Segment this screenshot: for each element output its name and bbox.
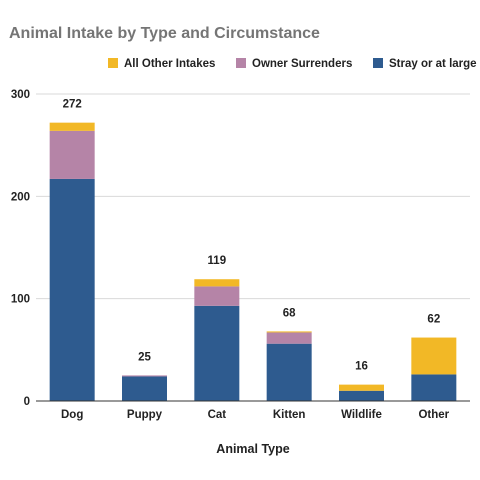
bar-segment	[194, 305, 240, 401]
x-tick-label: Cat	[208, 409, 227, 421]
legend-label: All Other Intakes	[124, 58, 215, 70]
x-axis-title: Animal Type	[216, 442, 289, 456]
bar-segment	[339, 384, 384, 391]
bar-segment	[122, 376, 167, 401]
bar-segment	[49, 122, 95, 131]
total-label: 25	[138, 351, 151, 363]
bar-segment	[339, 390, 384, 401]
bar-segment	[49, 178, 95, 401]
legend-label: Stray or at large	[389, 58, 477, 70]
legend: All Other Intakes Owner Surrenders Stray o…	[108, 58, 477, 70]
total-labels: 272 25 119 68 16 62	[63, 99, 441, 373]
bar-segment	[266, 343, 312, 401]
total-label: 62	[427, 314, 440, 326]
bar-segment	[266, 331, 312, 333]
legend-swatch	[373, 58, 383, 68]
x-tick-label: Kitten	[273, 409, 306, 421]
chart-title: Animal Intake by Type and Circumstance	[9, 25, 320, 42]
x-tick-label: Other	[418, 409, 449, 421]
bar-segment	[49, 130, 95, 179]
x-axis-ticks: Dog Puppy Cat Kitten Wildlife Other	[61, 409, 450, 421]
total-label: 272	[63, 99, 82, 111]
x-tick-label: Puppy	[127, 409, 163, 421]
y-tick-label: 0	[24, 396, 30, 408]
legend-swatch	[236, 58, 246, 68]
bar-segment	[266, 332, 312, 344]
legend-item: All Other Intakes	[108, 58, 215, 70]
total-label: 68	[283, 307, 296, 319]
total-label: 119	[208, 255, 227, 267]
bar-segment	[194, 286, 240, 306]
bar-segment	[194, 279, 240, 287]
legend-swatch	[108, 58, 118, 68]
legend-item: Stray or at large	[373, 58, 477, 70]
total-label: 16	[355, 361, 368, 373]
bar-segment	[411, 374, 457, 401]
legend-label: Owner Surrenders	[252, 58, 352, 70]
bar-segment	[122, 375, 167, 377]
y-tick-label: 300	[11, 89, 30, 101]
x-tick-label: Dog	[61, 409, 83, 421]
gridlines	[36, 93, 470, 300]
y-tick-label: 200	[11, 191, 30, 203]
legend-item: Owner Surrenders	[236, 58, 352, 70]
bar-segment	[411, 337, 457, 375]
y-tick-label: 100	[11, 294, 30, 306]
y-axis-ticks: 0 100 200 300	[11, 89, 30, 408]
bars	[49, 122, 457, 401]
x-tick-label: Wildlife	[341, 409, 382, 421]
